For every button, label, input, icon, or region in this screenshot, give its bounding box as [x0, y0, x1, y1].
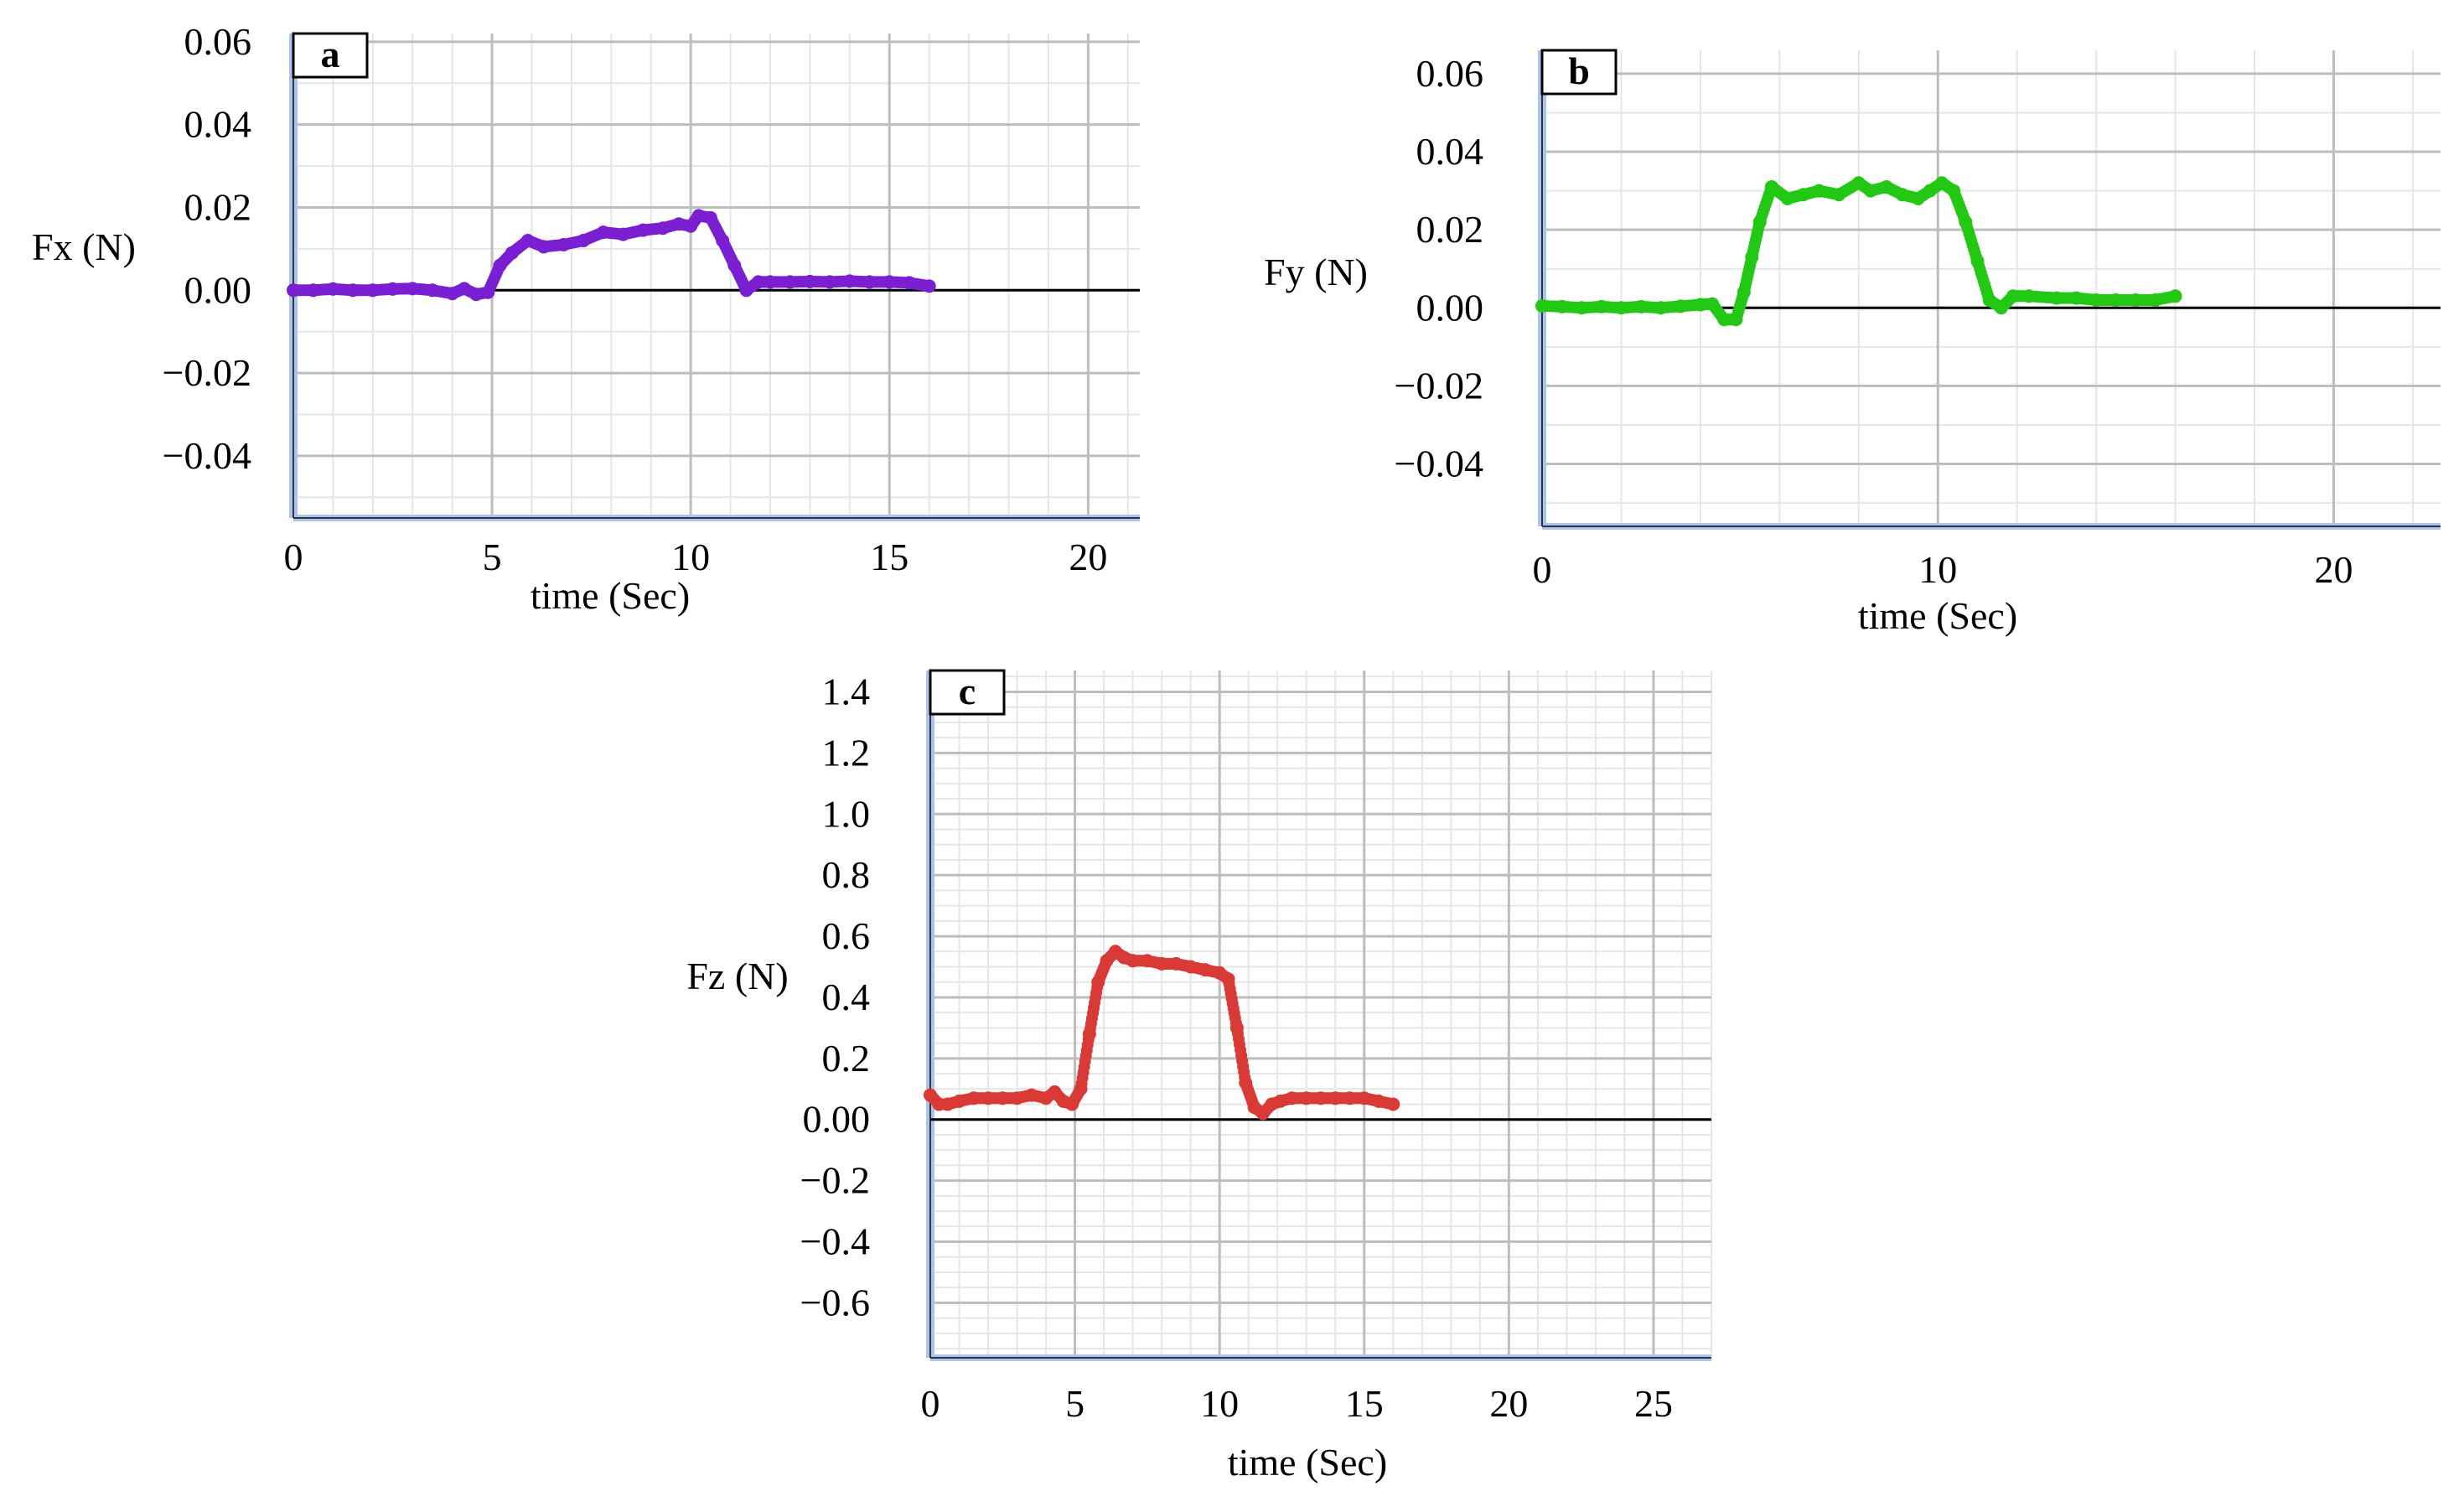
y-axis-label: Fx (N): [32, 225, 136, 268]
x-tick-label: 0: [921, 1382, 940, 1425]
grid: [929, 671, 1712, 1358]
y-tick-label: −0.02: [163, 351, 251, 394]
y-tick-label: −0.4: [800, 1220, 870, 1263]
x-tick-label: 20: [2314, 548, 2353, 591]
y-tick-label: 0.06: [1416, 52, 1484, 95]
y-tick-label: 0.04: [1416, 130, 1484, 173]
y-tick-label: 0.00: [1416, 286, 1484, 329]
fx-chart: 0.06 0.04 0.02 0.00 −0.02 −0.04 0 5 10 15 20 Fx (N)…: [32, 20, 1140, 617]
x-axis-label: time (Sec): [531, 574, 690, 617]
panel-label: a: [321, 33, 340, 75]
panel-label: c: [959, 670, 976, 712]
y-tick-label: 0.02: [184, 185, 252, 228]
x-tick-label: 5: [1065, 1382, 1084, 1425]
data-point: [922, 279, 936, 293]
y-tick-label: −0.02: [1395, 364, 1483, 406]
y-tick-label: 0.00: [184, 268, 252, 311]
x-tick-label: 0: [284, 536, 303, 578]
panel-label: b: [1568, 49, 1590, 92]
y-tick-label: −0.04: [163, 434, 251, 477]
data-series: [287, 209, 936, 302]
plot-area: [293, 34, 1140, 518]
panel-label-box: [929, 669, 1006, 716]
y-tick-label: 1.2: [822, 731, 871, 774]
y-tick-label: 0.2: [822, 1037, 871, 1080]
x-axis-label: time (Sec): [1858, 594, 2017, 637]
x-tick-label: 5: [483, 536, 502, 578]
y-tick-label: −0.6: [800, 1281, 870, 1323]
y-tick-label: 1.4: [822, 671, 871, 713]
data-point: [2168, 289, 2182, 303]
y-tick-label: 1.0: [822, 792, 871, 835]
y-tick-label: 0.04: [184, 103, 252, 146]
y-tick-label: 0.8: [822, 853, 871, 896]
data-series: [1535, 176, 2182, 327]
x-tick-label: 0: [1533, 548, 1552, 591]
panel-label-box: [1540, 49, 1618, 96]
x-tick-label: 20: [1069, 536, 1107, 578]
y-axis-label: Fz (N): [686, 955, 788, 997]
plot-area: [930, 671, 1711, 1358]
x-tick-label: 10: [1200, 1382, 1239, 1425]
fy-chart: 0.06 0.04 0.02 0.00 −0.02 −0.04 0 10 20 Fy (N) tim…: [1264, 49, 2441, 637]
x-tick-label: 15: [1345, 1382, 1384, 1425]
data-series: [924, 945, 1400, 1121]
x-tick-label: 20: [1489, 1382, 1528, 1425]
y-tick-label: 0.4: [822, 976, 871, 1018]
y-tick-label: 0.6: [822, 914, 871, 957]
y-tick-label: 0.02: [1416, 208, 1484, 251]
y-tick-label: −0.04: [1395, 443, 1483, 485]
y-axis-label: Fy (N): [1264, 251, 1368, 293]
panel-label-box: [292, 32, 369, 79]
x-tick-label: 15: [870, 536, 908, 578]
x-tick-label: 10: [671, 536, 710, 578]
y-tick-label: 0.06: [184, 20, 252, 63]
y-tick-label: −0.2: [800, 1159, 870, 1202]
x-tick-label: 10: [1918, 548, 1957, 591]
x-axis-label: time (Sec): [1228, 1441, 1387, 1484]
data-point: [1386, 1097, 1400, 1111]
fz-chart: 1.4 1.2 1.0 0.8 0.6 0.4 0.2 0.00 −0.2 −0.4 −0.6 0 5 1…: [686, 669, 1712, 1484]
y-tick-label: 0.00: [803, 1098, 871, 1141]
x-tick-label: 25: [1634, 1382, 1673, 1425]
